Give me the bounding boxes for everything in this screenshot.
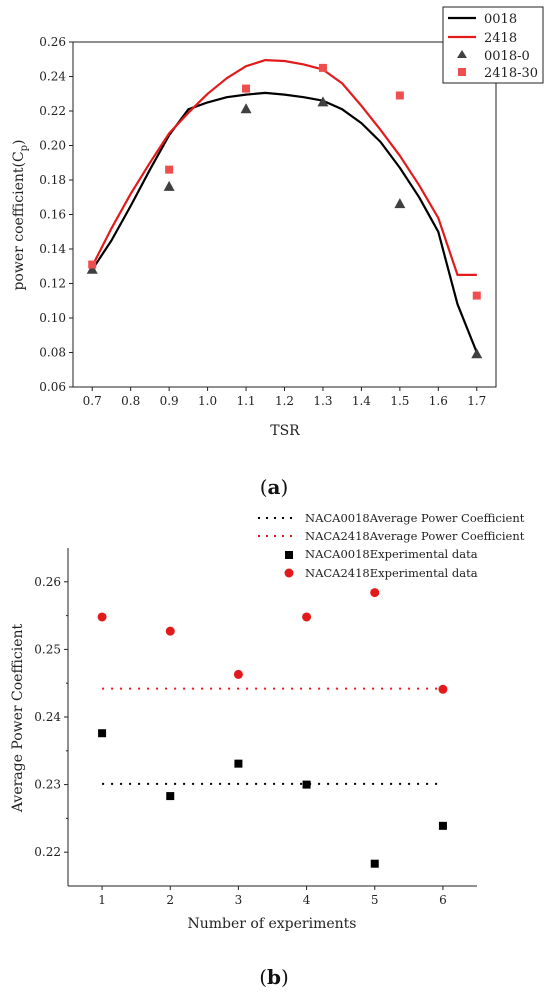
- panel-b-caption: (b): [259, 965, 289, 989]
- chart-a-series-2-point-1: [163, 180, 175, 191]
- legend-2418-30-label: 2418-30: [484, 66, 538, 81]
- chart-b-xtick-label-2: 3: [235, 893, 243, 907]
- chart-a-series-2-point-3: [317, 96, 329, 107]
- chart-a-ytick-label-9: 0.24: [39, 70, 66, 84]
- legend-naca0018-exp-label: NACA0018Experimental data: [305, 547, 478, 561]
- chart-a-series-3-point-1: [165, 165, 174, 174]
- chart-a-ylabel: power coefficient(Cp): [11, 139, 30, 290]
- chart-a-xtick-label-2: 0.9: [160, 394, 179, 408]
- chart-a-series-1-line: [91, 59, 477, 276]
- legend-naca2418-avg-label: NACA2418Average Power Coefficient: [305, 529, 525, 543]
- chart-a-xtick-label-6: 1.3: [313, 394, 332, 408]
- chart-a-series-3-point-5: [472, 291, 481, 300]
- chart-a-xtick-label-4: 1.1: [236, 394, 255, 408]
- chart-a-ytick-label-5: 0.16: [39, 208, 66, 222]
- chart-a-xtick-label-10: 1.7: [467, 394, 486, 408]
- chart-a-ytick-label-10: 0.26: [39, 35, 66, 49]
- chart-a-ytick-label-0: 0.06: [39, 380, 66, 394]
- chart-a-series-2-point-0: [86, 263, 98, 274]
- chart-b-series-3-point-0: [97, 612, 107, 622]
- chart-a-legend: 0018 2418 0018-0 2418-30: [442, 6, 544, 84]
- legend-2418-label: 2418: [484, 31, 517, 46]
- chart-a-xtick-label-1: 0.8: [121, 394, 140, 408]
- chart-b-xtick-label-1: 2: [166, 893, 174, 907]
- chart-b-ytick-label-4: 0.26: [34, 575, 61, 589]
- chart-b-xtick-label-5: 6: [439, 893, 447, 907]
- legend-naca2418-exp-label: NACA2418Experimental data: [305, 566, 478, 580]
- legend-naca0018-exp-swatch: [285, 551, 293, 559]
- chart-b-series-2-point-0: [98, 729, 107, 738]
- chart-b-legend: NACA0018Average Power Coefficient NACA24…: [258, 511, 525, 580]
- chart-a: 0.7 0.8 0.9 1.0 1.1 1.2 1.3 1.4 1.5 1.6 1.7 0.06 0.0…: [11, 6, 544, 499]
- chart-b-series-3-point-5: [438, 684, 448, 694]
- chart-a-xtick-label-7: 1.4: [352, 394, 371, 408]
- chart-a-ytick-label-7: 0.20: [39, 139, 66, 153]
- chart-b-series-3-point-4: [370, 588, 380, 598]
- chart-b-series-2-point-3: [302, 780, 311, 789]
- chart-a-xtick-label-8: 1.5: [390, 394, 409, 408]
- chart-b-ytick-label-0: 0.22: [34, 845, 61, 859]
- legend-0018-label: 0018: [484, 12, 517, 27]
- legend-naca0018-avg-label: NACA0018Average Power Coefficient: [305, 511, 525, 525]
- chart-b-series-2-point-5: [438, 821, 447, 830]
- chart-a-series-0-line: [91, 91, 478, 353]
- chart-a-series-3-point-3: [318, 63, 327, 72]
- chart-b-xtick-label-3: 4: [303, 893, 311, 907]
- chart-a-xlabel: TSR: [270, 423, 300, 439]
- chart-b-ytick-label-3: 0.25: [34, 642, 61, 656]
- chart-a-ytick-label-4: 0.14: [39, 242, 66, 256]
- chart-b-series-3-point-1: [165, 626, 175, 636]
- chart-b-ylabel: Average Power Coefficient: [10, 623, 26, 813]
- chart-a-ytick-label-6: 0.18: [39, 173, 66, 187]
- chart-a-xtick-label-3: 1.0: [198, 394, 217, 408]
- chart-b-series-2-point-1: [166, 792, 175, 801]
- chart-a-ytick-label-2: 0.10: [39, 311, 66, 325]
- chart-b-series-2-point-2: [234, 759, 243, 768]
- chart-a-xtick-label-5: 1.2: [275, 394, 294, 408]
- chart-a-ytick-label-1: 0.08: [39, 346, 66, 360]
- legend-0018-0-label: 0018-0: [484, 49, 530, 64]
- legend-0018-0-triangle-swatch: [457, 50, 467, 58]
- chart-a-series-3-point-0: [88, 260, 97, 269]
- chart-a-series-2-point-4: [394, 198, 406, 209]
- chart-b-series-3-point-3: [302, 612, 312, 622]
- legend-naca2418-exp-swatch: [284, 568, 294, 578]
- chart-a-series-3-point-4: [395, 91, 404, 100]
- chart-b-series-3-point-2: [233, 669, 243, 679]
- legend-2418-30-square-swatch: [458, 68, 466, 76]
- chart-b-xtick-label-0: 1: [98, 893, 106, 907]
- panel-a-caption: (a): [260, 475, 289, 499]
- chart-b-xtick-label-4: 5: [371, 893, 379, 907]
- chart-b: 1 2 3 4 5 6 0.22 0.23 0.24 0.25 0.26 Number of exp…: [10, 511, 525, 989]
- chart-a-ytick-label-8: 0.22: [39, 104, 66, 118]
- chart-b-ytick-label-1: 0.23: [34, 778, 61, 792]
- chart-b-ytick-label-2: 0.24: [34, 710, 61, 724]
- chart-a-series-3-point-2: [242, 84, 251, 93]
- chart-a-series-2-point-5: [471, 348, 483, 359]
- chart-a-series-2-point-2: [240, 103, 252, 114]
- chart-b-series-2-point-4: [370, 859, 379, 868]
- chart-a-xtick-label-0: 0.7: [83, 394, 102, 408]
- chart-a-ytick-label-3: 0.12: [39, 277, 66, 291]
- chart-a-xtick-label-9: 1.6: [429, 394, 448, 408]
- chart-b-xlabel: Number of experiments: [188, 916, 357, 932]
